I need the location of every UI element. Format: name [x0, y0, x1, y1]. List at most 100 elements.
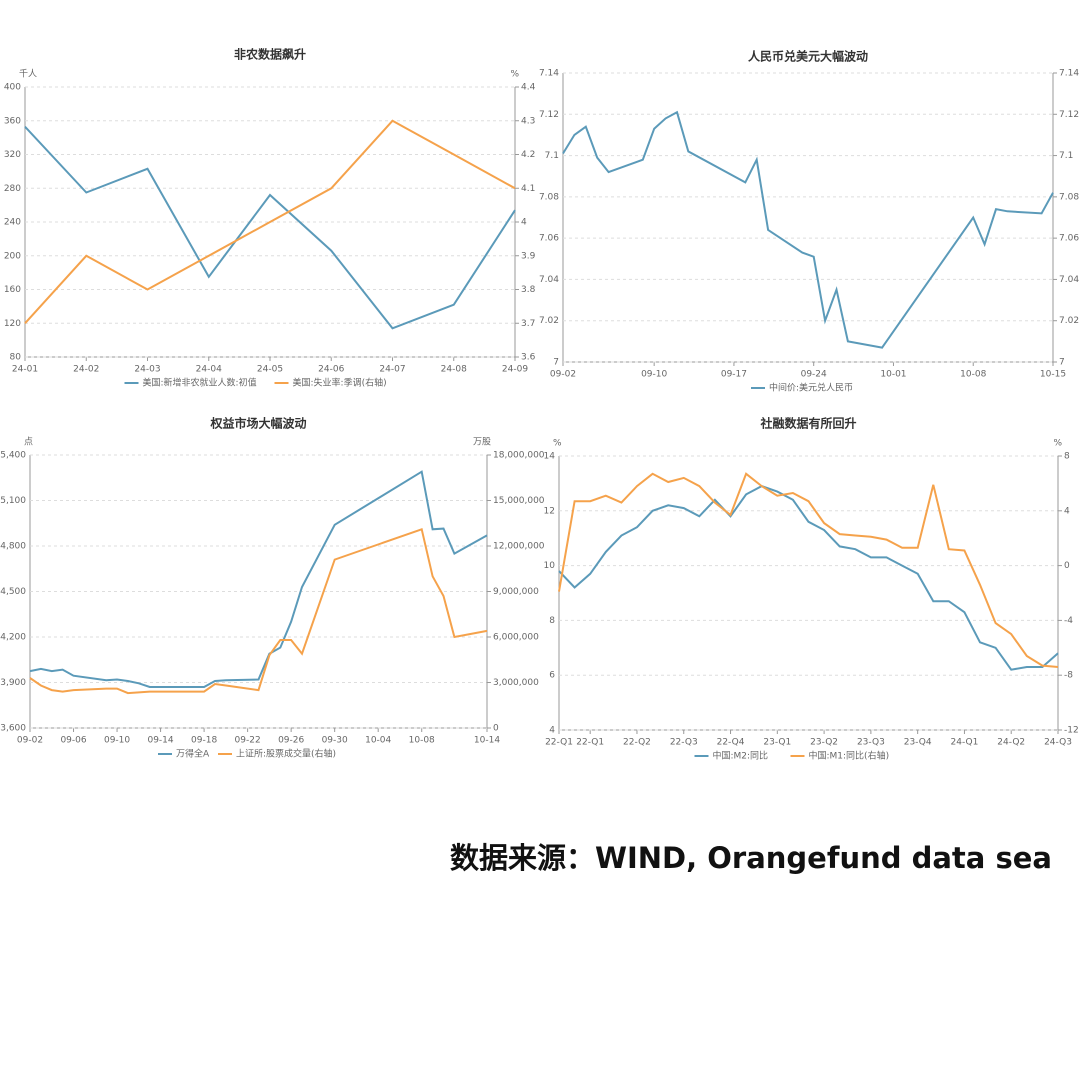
x-tick-label: 24-08 [441, 365, 467, 375]
x-tick-label: 23-Q4 [904, 738, 932, 748]
x-tick-label: 23-Q1 [763, 738, 791, 748]
x-tick-label: 09-02 [550, 370, 576, 380]
y-axis-unit: 点 [24, 437, 33, 448]
x-tick-label: 24-02 [73, 365, 99, 375]
y-tick-label: 7.14 [539, 69, 559, 79]
y-tick-label: 5,100 [0, 496, 26, 506]
y2-tick-label: 7.14 [1059, 69, 1079, 79]
x-tick-label: 22-Q3 [670, 738, 698, 748]
x-tick-label: 09-18 [191, 736, 217, 746]
chart-title: 社融数据有所回升 [759, 416, 856, 431]
series-line [558, 485, 1059, 671]
y-tick-label: 280 [4, 184, 21, 194]
x-tick-label: 24-Q1 [951, 738, 979, 748]
y-tick-label: 5,400 [0, 451, 26, 461]
x-tick-label: 09-10 [104, 736, 130, 746]
y-tick-label: 400 [4, 83, 21, 93]
y-tick-label: 4 [549, 726, 555, 736]
y2-tick-label: 3,000,000 [493, 678, 539, 688]
y-tick-label: 10 [544, 561, 556, 571]
y2-tick-label: 4 [1064, 506, 1070, 516]
x-tick-label: 10-14 [474, 736, 500, 746]
y2-tick-label: 4.1 [521, 184, 535, 194]
x-tick-label: 09-17 [721, 370, 747, 380]
x-tick-label: 10-08 [960, 370, 986, 380]
y2-tick-label: 3.6 [521, 353, 536, 363]
x-tick-label: 09-06 [60, 736, 86, 746]
legend-label: 上证所:股票成交量(右轴) [236, 748, 336, 760]
legend-label: 中间价:美元兑人民币 [769, 382, 853, 394]
y-tick-label: 4,500 [0, 587, 26, 597]
y2-tick-label: 7.04 [1059, 275, 1079, 285]
chart-title: 权益市场大幅波动 [209, 416, 306, 431]
y-tick-label: 8 [549, 616, 555, 626]
legend-label: 万得全A [176, 748, 210, 760]
x-tick-label: 24-06 [318, 365, 344, 375]
y2-axis-unit: % [1053, 439, 1062, 449]
y2-tick-label: 3.8 [521, 285, 536, 295]
chart-title: 非农数据飙升 [234, 47, 306, 62]
y-tick-label: 12 [544, 506, 555, 516]
y2-tick-label: -4 [1064, 616, 1073, 626]
y-tick-label: 80 [10, 353, 22, 363]
x-tick-label: 24-09 [502, 365, 528, 375]
x-tick-label: 24-03 [134, 365, 160, 375]
x-tick-label: 09-24 [801, 370, 827, 380]
y-tick-label: 120 [4, 319, 21, 329]
x-tick-label: 09-10 [641, 370, 667, 380]
y2-tick-label: 3.7 [521, 319, 535, 329]
y-tick-label: 7.02 [539, 316, 559, 326]
x-tick-label: 23-Q2 [810, 738, 838, 748]
y2-tick-label: 4.3 [521, 116, 535, 126]
series-line [29, 527, 488, 695]
x-tick-label: 09-30 [322, 736, 348, 746]
y2-tick-label: -12 [1064, 726, 1079, 736]
x-tick-label: 10-01 [880, 370, 906, 380]
legend-label: 美国:新增非农就业人数:初值 [143, 377, 257, 389]
y-tick-label: 240 [4, 218, 21, 228]
y-tick-label: 7.08 [539, 192, 559, 202]
y-tick-label: 4,200 [0, 633, 26, 643]
y-tick-label: 7.1 [545, 151, 559, 161]
series-line [558, 472, 1059, 668]
y2-tick-label: 7.1 [1059, 151, 1073, 161]
x-tick-label: 22-Q4 [717, 738, 745, 748]
y2-tick-label: 12,000,000 [493, 542, 545, 552]
y-tick-label: 3,600 [0, 724, 26, 734]
series-line [24, 126, 516, 330]
y-tick-label: 4,800 [0, 542, 26, 552]
x-tick-label: 22-Q2 [623, 738, 651, 748]
y2-tick-label: 18,000,000 [493, 451, 545, 461]
x-tick-label: 24-04 [196, 365, 222, 375]
y2-tick-label: 6,000,000 [493, 633, 539, 643]
series-line [29, 470, 488, 688]
legend-label: 中国:M2:同比 [713, 750, 769, 762]
y-tick-label: 7.04 [539, 275, 559, 285]
x-tick-label: 24-07 [379, 365, 405, 375]
x-tick-label: 24-05 [257, 365, 283, 375]
y2-axis-unit: 万股 [473, 437, 491, 448]
y2-tick-label: 7.06 [1059, 234, 1079, 244]
x-tick-label: 22-Q1 [545, 738, 573, 748]
legend-label: 中国:M1:同比(右轴) [809, 750, 890, 762]
x-tick-label: 24-Q3 [1044, 738, 1072, 748]
y-tick-label: 7 [553, 358, 559, 368]
y2-tick-label: 9,000,000 [493, 587, 539, 597]
y2-tick-label: 4.2 [521, 150, 535, 160]
y-tick-label: 7.12 [539, 110, 559, 120]
chart-title: 人民币兑美元大幅波动 [748, 49, 868, 64]
y-tick-label: 7.06 [539, 234, 559, 244]
y2-axis-unit: % [510, 70, 519, 80]
y2-tick-label: 3.9 [521, 251, 536, 261]
y-axis-unit: % [553, 439, 562, 449]
x-tick-label: 22-Q1 [576, 738, 604, 748]
x-tick-label: 10-15 [1040, 370, 1066, 380]
x-tick-label: 09-22 [235, 736, 261, 746]
x-tick-label: 10-08 [409, 736, 435, 746]
y2-tick-label: 4.4 [521, 83, 536, 93]
x-tick-label: 24-Q2 [997, 738, 1025, 748]
y-axis-unit: 千人 [19, 69, 37, 80]
y2-tick-label: 0 [493, 724, 499, 734]
